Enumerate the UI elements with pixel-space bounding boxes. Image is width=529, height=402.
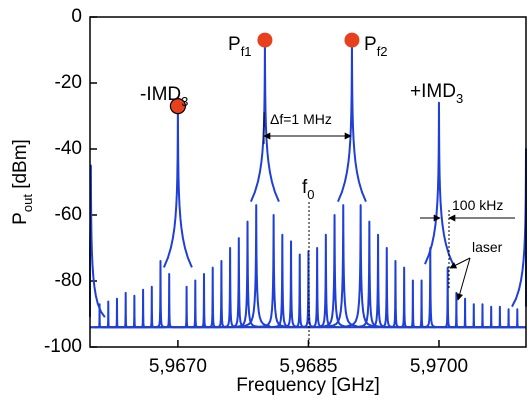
y-tick-label: -100 [44, 336, 82, 357]
peak-marker [169, 97, 186, 115]
spectral-line [503, 308, 526, 329]
annotation: Pf2 [364, 34, 388, 59]
x-tick-label: 5,9670 [149, 356, 207, 377]
y-tick-label: -80 [55, 270, 82, 291]
annotation: +IMD3 [410, 81, 463, 106]
peak-marker [257, 32, 273, 48]
spectral-line [337, 39, 367, 202]
spectral-line [346, 204, 375, 328]
y-tick-label: -60 [55, 204, 82, 225]
plot-area [89, 32, 527, 329]
y-tick-label: -20 [55, 72, 82, 93]
spectral-line [233, 220, 262, 328]
annotation: Pf1 [228, 34, 252, 59]
x-tick-label: 5,9685 [279, 356, 337, 377]
y-tick-label: -40 [55, 138, 82, 159]
spectral-line [355, 220, 384, 328]
arrow [456, 257, 471, 301]
annotation: f0 [302, 177, 315, 202]
spectral-line [242, 204, 271, 328]
annotation: -IMD3 [140, 84, 188, 109]
annotation: laser [472, 239, 503, 255]
annotation: Δf=1 MHz [270, 111, 332, 127]
x-axis-title: Frequency [GHz] [236, 375, 380, 396]
axes: 0 -20 -40 -60 -80 -100 5,9670 5,9685 5,9700 [44, 6, 468, 377]
spectral-line [89, 164, 106, 318]
annotation: 100 kHz [452, 197, 503, 213]
plot-frame [89, 16, 527, 348]
spectral-line [424, 101, 454, 265]
peak-marker [344, 32, 360, 48]
spectral-line [259, 213, 288, 328]
x-tick-label: 5,9700 [410, 356, 468, 377]
spectral-line [90, 303, 114, 329]
spectral-line [162, 105, 193, 268]
y-axis-title: Pout [dBm] [10, 139, 35, 225]
spectral-line [511, 148, 527, 308]
spectral-line [329, 204, 358, 328]
arrow [449, 257, 471, 269]
y-tick-label: 0 [71, 6, 82, 27]
